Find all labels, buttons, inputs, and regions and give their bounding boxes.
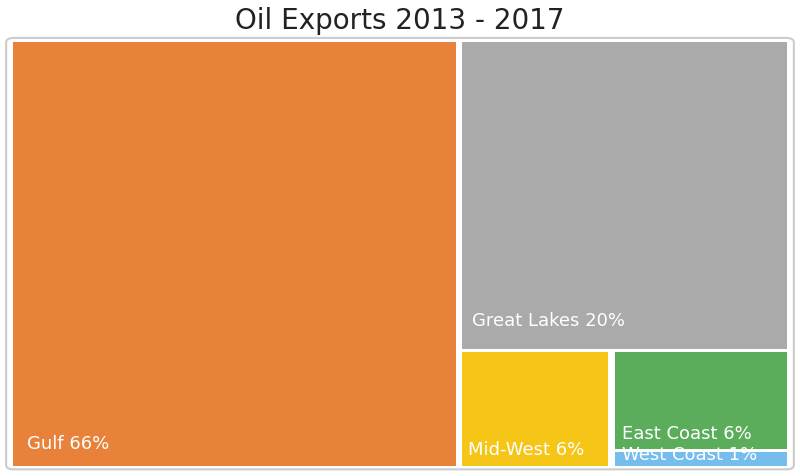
Bar bbox=[462, 42, 787, 349]
Bar bbox=[462, 352, 608, 466]
Bar bbox=[614, 452, 787, 466]
Text: Mid-West 6%: Mid-West 6% bbox=[469, 440, 585, 458]
Text: Gulf 66%: Gulf 66% bbox=[26, 435, 109, 453]
Bar bbox=[614, 352, 787, 449]
Bar bbox=[13, 42, 456, 466]
Text: Great Lakes 20%: Great Lakes 20% bbox=[472, 312, 626, 330]
Text: West Coast 1%: West Coast 1% bbox=[622, 446, 757, 464]
Title: Oil Exports 2013 - 2017: Oil Exports 2013 - 2017 bbox=[235, 7, 565, 35]
Text: East Coast 6%: East Coast 6% bbox=[622, 425, 751, 443]
